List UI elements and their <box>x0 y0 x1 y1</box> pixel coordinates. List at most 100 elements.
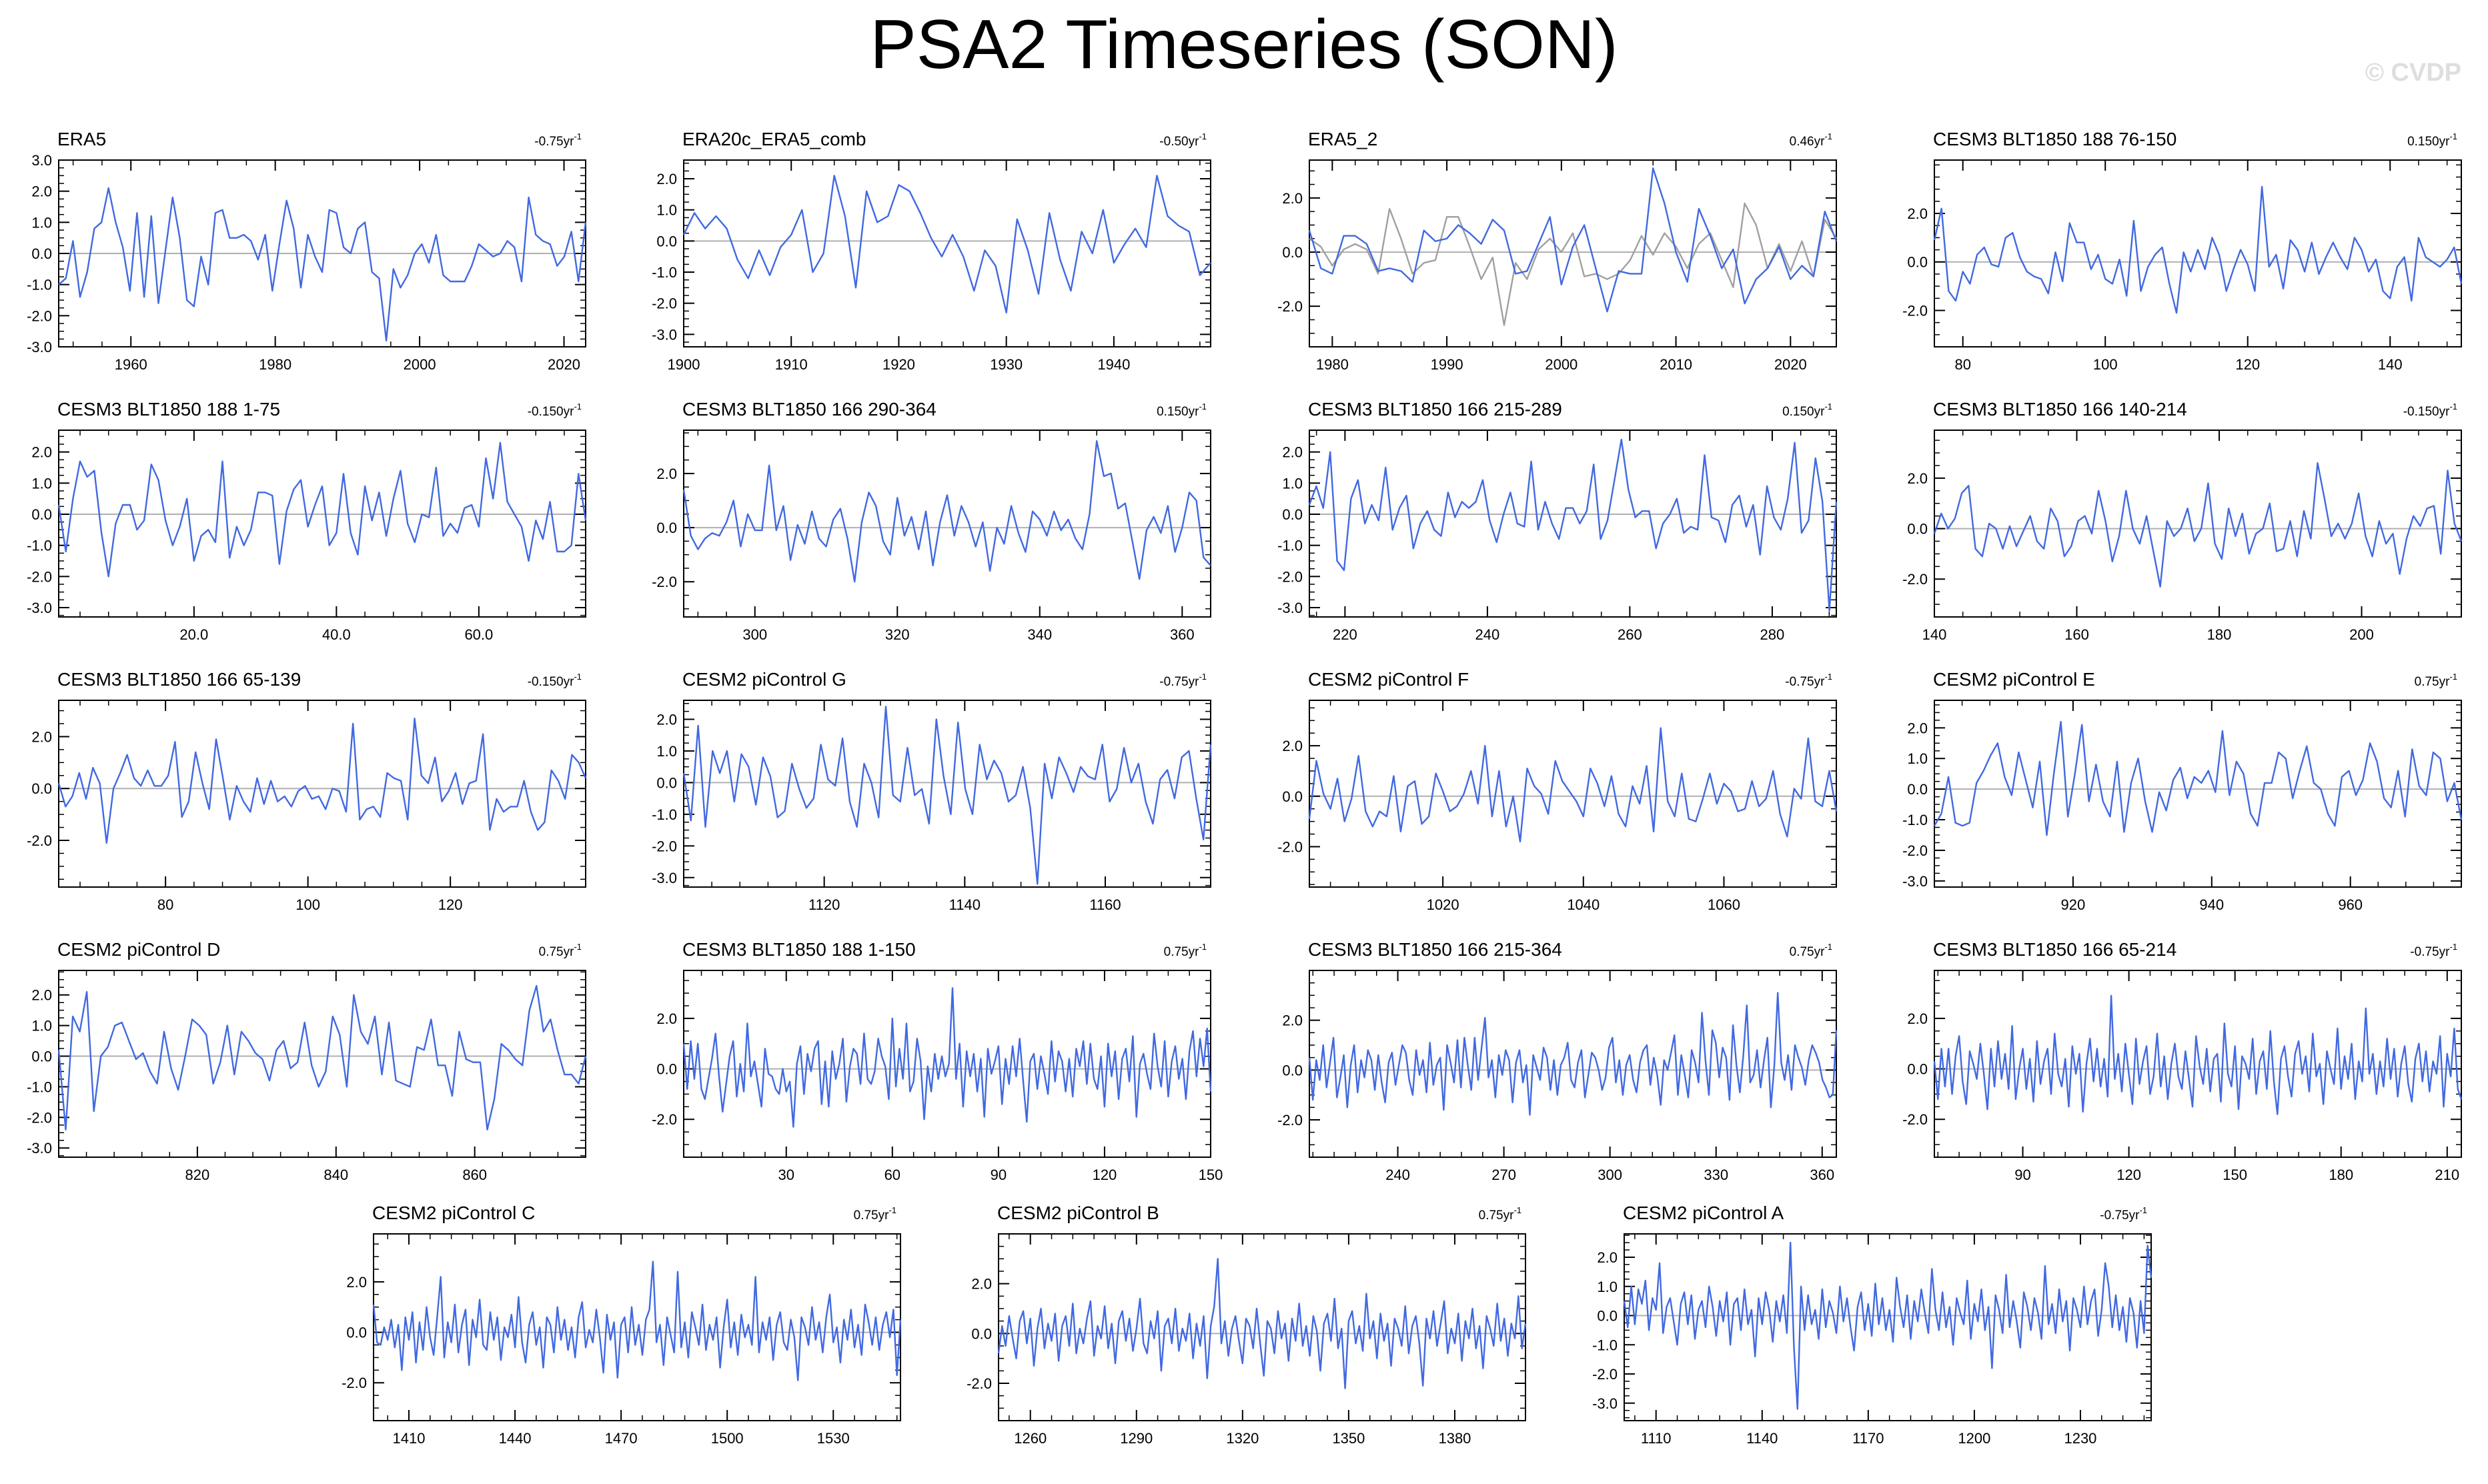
x-tick-label: 1900 <box>668 356 700 373</box>
panel-title: CESM2 piControl B <box>997 1203 1159 1223</box>
y-tick-label: 2.0 <box>31 183 52 200</box>
series-line <box>1308 167 1838 313</box>
y-tick-label: 2.0 <box>1907 720 1928 736</box>
panel-title: CESM3 BLT1850 166 140-214 <box>1933 399 2187 420</box>
panel-title: CESM2 piControl A <box>1623 1203 1784 1223</box>
x-tick-label: 300 <box>742 626 767 643</box>
panel-title: CESM3 BLT1850 188 1-150 <box>682 939 916 960</box>
panel-title: ERA5_2 <box>1308 129 1377 149</box>
y-tick-label: -2.0 <box>1277 838 1303 855</box>
y-tick-label: 0.0 <box>656 520 677 536</box>
y-tick-label: -2.0 <box>342 1375 367 1391</box>
series-line <box>57 442 587 578</box>
x-tick-label: 140 <box>1922 626 1947 643</box>
y-tick-label: -2.0 <box>652 574 677 590</box>
x-tick-label: 30 <box>778 1167 794 1183</box>
x-tick-label: 220 <box>1333 626 1357 643</box>
y-tick-label: -2.0 <box>967 1375 992 1392</box>
x-tick-label: 1040 <box>1567 896 1600 913</box>
x-tick-label: 1440 <box>499 1430 532 1447</box>
series-line <box>682 706 1212 885</box>
x-tick-label: 1530 <box>817 1430 850 1447</box>
y-tick-label: 0.0 <box>31 780 52 797</box>
plot-frame <box>1934 430 2462 618</box>
series-line <box>1623 1241 2152 1410</box>
panel-title: CESM2 piControl D <box>57 939 220 960</box>
x-tick-label: 120 <box>1093 1167 1117 1183</box>
y-tick-label: -2.0 <box>652 295 677 312</box>
y-tick-label: -3.0 <box>652 870 677 886</box>
y-tick-label: 0.0 <box>1907 1061 1928 1078</box>
x-tick-label: 2000 <box>404 356 436 373</box>
y-tick-label: 2.0 <box>1282 738 1303 754</box>
trend-label: -0.150yr-1 <box>2403 402 2457 419</box>
y-tick-label: 0.0 <box>1282 244 1303 261</box>
panel-4: CESM3 BLT1850 188 76-150 0.150yr-1 -2.0 0.0… <box>1902 129 2463 373</box>
panel-1: ERA5 -0.75yr-1 -3.0 -2.0 -1.0 0.0 1.0 2.0 3.0 196… <box>27 129 587 373</box>
panel-16: CESM3 BLT1850 166 65-214 -0.75yr-1 -2.0 0.0… <box>1902 939 2463 1183</box>
x-tick-label: 180 <box>2207 626 2232 643</box>
x-tick-label: 860 <box>462 1167 487 1183</box>
x-tick-label: 1140 <box>1746 1430 1778 1447</box>
series-line <box>57 717 587 844</box>
x-tick-label: 340 <box>1027 626 1052 643</box>
x-tick-label: 1290 <box>1120 1430 1153 1447</box>
y-tick-label: 2.0 <box>1907 205 1928 222</box>
y-tick-label: -3.0 <box>652 326 677 343</box>
x-tick-label: 1110 <box>1641 1430 1672 1447</box>
x-tick-label: 80 <box>157 896 173 913</box>
panel-9: CESM3 BLT1850 166 65-139 -0.150yr-1 -2.0 0.… <box>27 669 587 913</box>
y-tick-label: 0.0 <box>656 1061 677 1078</box>
x-tick-label: 820 <box>185 1167 210 1183</box>
y-tick-label: 1.0 <box>656 202 677 219</box>
y-tick-label: -3.0 <box>27 1140 52 1157</box>
y-tick-label: 1.0 <box>31 1018 52 1034</box>
x-tick-label: 1980 <box>259 356 291 373</box>
x-tick-label: 320 <box>885 626 910 643</box>
x-tick-label: 1140 <box>949 896 981 913</box>
x-tick-label: 330 <box>1704 1167 1728 1183</box>
y-tick-label: -1.0 <box>652 264 677 281</box>
y-tick-label: 0.0 <box>1907 781 1928 798</box>
x-tick-label: 80 <box>1954 356 1970 373</box>
y-tick-label: -2.0 <box>1902 571 1928 588</box>
y-tick-label: -3.0 <box>27 339 52 355</box>
panel-title: CESM2 piControl G <box>682 669 846 690</box>
x-tick-label: 1960 <box>115 356 147 373</box>
y-tick-label: 3.0 <box>31 152 52 169</box>
series-line <box>1308 438 1838 612</box>
x-tick-label: 2020 <box>548 356 580 373</box>
panel-8: CESM3 BLT1850 166 140-214 -0.150yr-1 -2.0 0… <box>1902 399 2463 643</box>
x-tick-label: 1350 <box>1332 1430 1365 1447</box>
x-tick-label: 1470 <box>605 1430 638 1447</box>
x-tick-label: 150 <box>1199 1167 1223 1183</box>
y-tick-label: -2.0 <box>652 838 677 854</box>
plot-frame <box>58 970 586 1158</box>
cvdp-watermark: © CVDP <box>2365 59 2461 87</box>
x-tick-label: 1980 <box>1316 356 1349 373</box>
panel-2: ERA20c_ERA5_comb -0.50yr-1 -3.0 -2.0 -1.0 0.0… <box>652 129 1211 373</box>
y-tick-label: 0.0 <box>971 1325 992 1342</box>
trend-label: 0.75yr-1 <box>1790 942 1832 959</box>
trend-label: 0.75yr-1 <box>854 1205 896 1223</box>
plot-frame <box>1934 159 2462 347</box>
y-tick-label: -1.0 <box>1277 538 1303 554</box>
chart-title: PSA2 Timeseries (SON) <box>870 6 1618 83</box>
x-tick-label: 300 <box>1598 1167 1622 1183</box>
y-tick-label: -2.0 <box>1592 1366 1618 1383</box>
x-tick-label: 280 <box>1760 626 1785 643</box>
x-tick-label: 1230 <box>2064 1430 2096 1447</box>
y-tick-label: 2.0 <box>656 711 677 728</box>
y-tick-label: 2.0 <box>346 1274 367 1291</box>
trend-label: 0.46yr-1 <box>1790 131 1832 149</box>
y-tick-label: 2.0 <box>656 171 677 187</box>
y-tick-label: -2.0 <box>1277 298 1303 315</box>
x-tick-label: 2000 <box>1545 356 1578 373</box>
series-line <box>682 987 1212 1128</box>
y-tick-label: -2.0 <box>652 1111 677 1128</box>
x-tick-label: 360 <box>1170 626 1195 643</box>
panel-title: CESM2 piControl C <box>372 1203 535 1223</box>
panel-11: CESM2 piControl F -0.75yr-1 -2.0 0.0 2.0 1020… <box>1277 669 1838 913</box>
series-line <box>58 187 587 341</box>
